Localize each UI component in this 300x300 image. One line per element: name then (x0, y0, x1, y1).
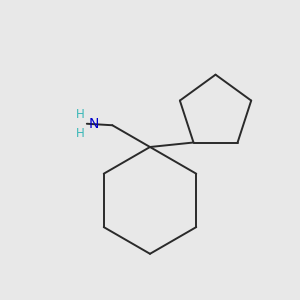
Text: N: N (88, 117, 99, 131)
Text: H: H (76, 108, 85, 121)
Text: H: H (76, 127, 85, 140)
